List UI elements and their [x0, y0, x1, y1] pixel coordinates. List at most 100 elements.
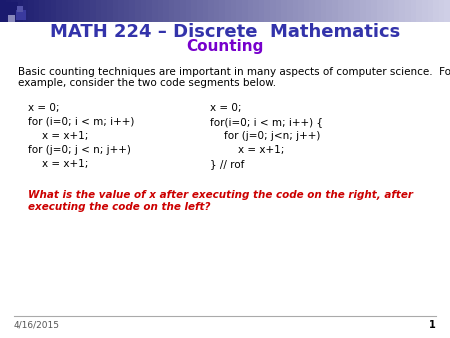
Bar: [56, 0, 63, 22]
Bar: [416, 0, 423, 22]
Text: x = 0;: x = 0;: [28, 103, 59, 113]
Bar: [405, 0, 412, 22]
Text: x = x+1;: x = x+1;: [238, 145, 284, 155]
Bar: [118, 0, 125, 22]
Bar: [304, 0, 310, 22]
Bar: [197, 0, 203, 22]
Bar: [22, 0, 29, 22]
Text: x = 0;: x = 0;: [210, 103, 242, 113]
Bar: [214, 0, 220, 22]
Text: for (j=0; j<n; j++): for (j=0; j<n; j++): [224, 131, 320, 141]
Bar: [365, 0, 372, 22]
Bar: [124, 0, 130, 22]
Bar: [433, 0, 440, 22]
Bar: [158, 0, 164, 22]
Bar: [0, 0, 7, 22]
Bar: [45, 0, 52, 22]
Bar: [79, 0, 86, 22]
Bar: [180, 0, 187, 22]
Text: for(i=0; i < m; i++) {: for(i=0; i < m; i++) {: [210, 117, 323, 127]
Text: x = x+1;: x = x+1;: [42, 131, 88, 141]
Bar: [281, 0, 288, 22]
Bar: [191, 0, 198, 22]
Bar: [248, 0, 254, 22]
Bar: [236, 0, 243, 22]
Bar: [50, 0, 57, 22]
Bar: [355, 0, 361, 22]
Bar: [5, 0, 12, 22]
Text: What is the value of x after executing the code on the right, after: What is the value of x after executing t…: [28, 190, 413, 200]
Bar: [292, 0, 299, 22]
Bar: [270, 0, 277, 22]
Bar: [68, 0, 74, 22]
Bar: [40, 0, 46, 22]
Bar: [169, 0, 176, 22]
Bar: [140, 0, 147, 22]
Text: for (i=0; i < m; i++): for (i=0; i < m; i++): [28, 117, 135, 127]
Bar: [382, 0, 389, 22]
Bar: [225, 0, 232, 22]
Bar: [310, 0, 316, 22]
Bar: [298, 0, 305, 22]
Text: for (j=0; j < n; j++): for (j=0; j < n; j++): [28, 145, 131, 155]
Bar: [410, 0, 417, 22]
Text: MATH 224 – Discrete  Mathematics: MATH 224 – Discrete Mathematics: [50, 23, 400, 41]
Bar: [152, 0, 158, 22]
Text: 1: 1: [429, 320, 436, 330]
Bar: [130, 0, 136, 22]
Bar: [175, 0, 181, 22]
Bar: [445, 0, 450, 22]
Bar: [107, 0, 113, 22]
Text: } // rof: } // rof: [210, 159, 244, 169]
Bar: [90, 0, 97, 22]
Text: 4/16/2015: 4/16/2015: [14, 320, 60, 329]
Bar: [265, 0, 271, 22]
Bar: [332, 0, 338, 22]
Bar: [349, 0, 356, 22]
Bar: [16, 10, 26, 20]
Bar: [428, 0, 434, 22]
Bar: [28, 0, 35, 22]
Bar: [230, 0, 237, 22]
Bar: [112, 0, 119, 22]
Bar: [343, 0, 350, 22]
Bar: [17, 0, 23, 22]
Bar: [360, 0, 367, 22]
Bar: [253, 0, 260, 22]
Bar: [62, 0, 68, 22]
Bar: [202, 0, 209, 22]
Bar: [315, 0, 322, 22]
Bar: [135, 0, 142, 22]
Bar: [85, 0, 91, 22]
Bar: [8, 15, 15, 22]
Bar: [422, 0, 428, 22]
Bar: [163, 0, 170, 22]
Bar: [242, 0, 248, 22]
Bar: [11, 0, 18, 22]
Bar: [439, 0, 446, 22]
Text: Counting: Counting: [186, 40, 264, 54]
Bar: [17, 6, 23, 12]
Bar: [326, 0, 333, 22]
Bar: [338, 0, 344, 22]
Bar: [377, 0, 383, 22]
Bar: [400, 0, 406, 22]
Bar: [287, 0, 293, 22]
Bar: [275, 0, 282, 22]
Bar: [185, 0, 192, 22]
Bar: [95, 0, 102, 22]
Bar: [320, 0, 327, 22]
Bar: [101, 0, 108, 22]
Bar: [73, 0, 80, 22]
Bar: [220, 0, 226, 22]
Bar: [388, 0, 395, 22]
Bar: [34, 0, 40, 22]
Bar: [208, 0, 215, 22]
Bar: [371, 0, 378, 22]
Text: Basic counting techniques are important in many aspects of computer science.  Fo: Basic counting techniques are important …: [18, 67, 450, 77]
Bar: [4, 2, 18, 16]
Text: x = x+1;: x = x+1;: [42, 159, 88, 169]
Bar: [394, 0, 400, 22]
Bar: [146, 0, 153, 22]
Bar: [259, 0, 266, 22]
